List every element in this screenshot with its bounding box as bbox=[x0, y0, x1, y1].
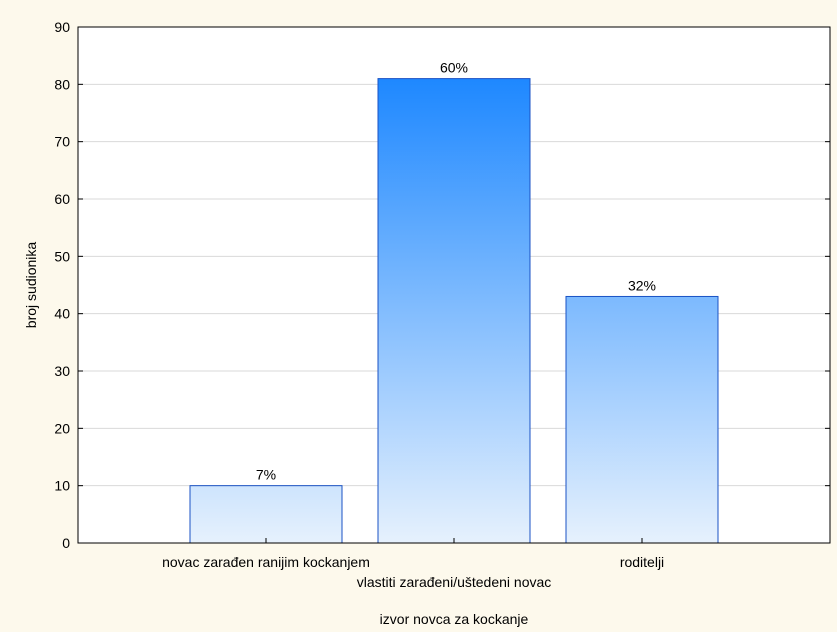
x-tick-label: novac zarađen ranijim kockanjem bbox=[162, 554, 370, 570]
bar-data-label: 60% bbox=[440, 60, 468, 76]
y-tick-label: 30 bbox=[54, 363, 70, 379]
bar-data-label: 7% bbox=[256, 467, 276, 483]
y-tick-label: 90 bbox=[54, 19, 70, 35]
bar-data-label: 32% bbox=[628, 277, 656, 293]
y-tick-label: 50 bbox=[54, 248, 70, 264]
y-tick-label: 80 bbox=[54, 76, 70, 92]
plot-frame bbox=[77, 26, 831, 544]
x-axis-title: izvor novca za kockanje bbox=[380, 611, 529, 627]
y-tick-label: 70 bbox=[54, 134, 70, 150]
y-tick-label: 20 bbox=[54, 420, 70, 436]
y-tick-label: 60 bbox=[54, 191, 70, 207]
y-tick-label: 40 bbox=[54, 306, 70, 322]
axes: 0 10 20 30 40 50 60 70 80 90 novac zarađen ranijim… bbox=[54, 19, 831, 590]
y-axis-title: broj sudionika bbox=[23, 242, 39, 329]
x-tick-label: roditelji bbox=[620, 554, 664, 570]
y-tick-label: 10 bbox=[54, 478, 70, 494]
bar bbox=[565, 295, 719, 544]
x-tick-label: vlastiti zarađeni/uštedeni novac bbox=[357, 574, 552, 590]
bar bbox=[377, 78, 531, 544]
y-tick-label: 0 bbox=[62, 535, 70, 551]
bars bbox=[189, 78, 719, 544]
bar bbox=[189, 485, 343, 544]
data-labels: 7% 60% 32% bbox=[256, 60, 656, 483]
